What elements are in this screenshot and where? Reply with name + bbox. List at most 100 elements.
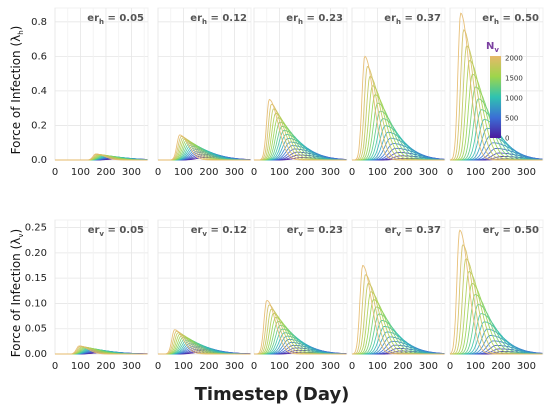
x-tick-label: 200: [491, 167, 510, 178]
x-tick-label: 0: [447, 167, 453, 178]
x-tick-label: 200: [295, 167, 314, 178]
panel-label: erh = 0.37: [384, 13, 441, 26]
panel-label: erv = 0.12: [191, 225, 247, 238]
x-tick-label: 200: [96, 167, 115, 178]
panels-layer: 0.0 0.2 0.4 0.6 0.8 0 100 200 300 erh = 0.05 0 100 2…: [25, 7, 544, 372]
x-tick-label: 200: [199, 361, 218, 372]
series-line: [351, 264, 445, 355]
x-tick-label: 300: [225, 361, 244, 372]
y-axis-label-bottom: Force of Infection (λv): [9, 229, 25, 357]
x-tick-label: 0: [155, 167, 161, 178]
y-tick-label: 0.00: [25, 349, 47, 360]
x-tick-label: 100: [270, 361, 289, 372]
x-tick-label: 300: [419, 361, 438, 372]
y-tick-label: 0.25: [25, 223, 47, 234]
y-tick-label: 0.15: [25, 273, 47, 284]
x-tick-label: 100: [174, 361, 193, 372]
x-axis-label: Timestep (Day): [195, 384, 350, 405]
x-tick-label: 200: [491, 361, 510, 372]
x-tick-label: 0: [251, 361, 257, 372]
y-tick-label: 0.20: [25, 248, 47, 259]
x-tick-label: 100: [270, 167, 289, 178]
panel-background: [253, 219, 348, 355]
panel-r1-c0: 0 100 200 300 erv = 0.05: [52, 219, 149, 372]
y-tick-label: 0.8: [31, 17, 47, 28]
panel-background: [449, 219, 544, 355]
x-tick-label: 100: [466, 167, 485, 178]
panel-r0-c0: 0 100 200 300 erh = 0.05: [52, 7, 149, 178]
panel-label: erv = 0.37: [385, 225, 441, 238]
series-line: [55, 345, 148, 355]
x-tick-label: 300: [122, 361, 141, 372]
panel-background: [54, 7, 149, 161]
x-tick-label: 300: [517, 361, 536, 372]
panel-background: [157, 219, 252, 355]
panel-label: erh = 0.12: [190, 13, 247, 26]
y-tick-label: 0.2: [31, 120, 47, 131]
series-line: [449, 12, 543, 161]
panel-label: erv = 0.05: [88, 225, 144, 238]
x-tick-label: 0: [155, 361, 161, 372]
x-tick-label: 100: [368, 167, 387, 178]
x-tick-label: 100: [368, 361, 387, 372]
x-tick-label: 100: [466, 361, 485, 372]
x-tick-label: 200: [96, 361, 115, 372]
legend-tick-label: 0: [505, 135, 509, 143]
legend-tick-label: 500: [505, 115, 518, 123]
x-tick-label: 100: [71, 167, 90, 178]
y-axis-label-top: Force of Infection (λh): [9, 26, 25, 155]
x-tick-label: 200: [393, 361, 412, 372]
x-tick-label: 0: [447, 361, 453, 372]
legend-ticks: 2000 1500 1000 500 0: [505, 55, 523, 143]
panel-label: erh = 0.05: [87, 13, 144, 26]
x-tick-label: 0: [349, 361, 355, 372]
series-line: [158, 134, 251, 161]
legend-tick-label: 1500: [505, 75, 523, 83]
series-line: [55, 153, 148, 161]
panel-r0-c2: 0 100 200 300 erh = 0.23: [251, 7, 348, 178]
legend-title: Nv: [486, 41, 499, 54]
y-tick-label: 0.4: [31, 86, 47, 97]
x-tick-label: 0: [52, 361, 58, 372]
series-line: [352, 55, 445, 161]
x-tick-label: 300: [122, 167, 141, 178]
series-line: [449, 229, 543, 355]
panel-r1-c1: 0 100 200 300 erv = 0.12: [155, 219, 252, 372]
x-tick-label: 300: [321, 167, 340, 178]
panel-r1-c4: 0 100 200 300 erv = 0.50: [447, 219, 544, 372]
x-tick-label: 200: [393, 167, 412, 178]
x-tick-label: 0: [349, 167, 355, 178]
panel-background: [54, 219, 149, 355]
y-tick-label: 0.10: [25, 298, 47, 309]
x-tick-label: 300: [321, 361, 340, 372]
colorbar: [490, 56, 501, 138]
x-tick-label: 0: [52, 167, 58, 178]
y-tick-label: 0.6: [31, 51, 47, 62]
panel-background: [351, 219, 446, 355]
x-tick-label: 100: [174, 167, 193, 178]
series-line: [254, 299, 347, 355]
x-tick-label: 300: [517, 167, 536, 178]
x-tick-label: 300: [225, 167, 244, 178]
panel-r1-c3: 0 100 200 300 erv = 0.37: [349, 219, 446, 372]
y-tick-label: 0.0: [31, 155, 47, 166]
panel-background: [157, 7, 252, 161]
panel-label: erv = 0.23: [287, 225, 343, 238]
legend-tick-label: 1000: [505, 95, 523, 103]
panel-background: [253, 7, 348, 161]
x-tick-label: 100: [71, 361, 90, 372]
y-tick-label: 0.05: [25, 324, 47, 335]
panel-r0-c3: 0 100 200 300 erh = 0.37: [349, 7, 446, 178]
panel-r1-c2: 0 100 200 300 erv = 0.23: [251, 219, 348, 372]
series-line: [158, 329, 251, 355]
panel-label: erh = 0.50: [482, 13, 539, 26]
legend-tick-label: 2000: [505, 55, 523, 63]
series-line: [254, 98, 347, 161]
panel-label: erh = 0.23: [286, 13, 343, 26]
panel-label: erv = 0.50: [483, 225, 539, 238]
x-tick-label: 0: [251, 167, 257, 178]
x-tick-label: 300: [419, 167, 438, 178]
x-tick-label: 200: [199, 167, 218, 178]
colorbar-legend: Nv 2000 1500 1000 500 0: [486, 41, 523, 143]
